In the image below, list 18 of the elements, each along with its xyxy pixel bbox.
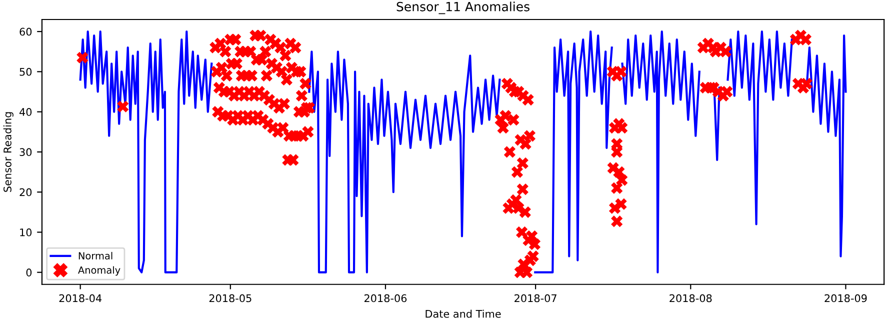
- y-tick-label: 60: [20, 28, 32, 36]
- legend-label: Anomaly: [78, 266, 120, 276]
- x-tick-label: 2018-04: [59, 294, 102, 302]
- x-tick-label: 2018-05: [209, 294, 252, 302]
- y-tick-label: 10: [20, 228, 32, 236]
- x-tick-label: 2018-08: [670, 294, 712, 302]
- x-axis-title: Date and Time: [426, 310, 501, 318]
- y-tick-label: 50: [20, 68, 32, 76]
- y-tick-label: 30: [20, 148, 32, 156]
- legend-label: Normal: [78, 252, 112, 260]
- x-tick-label: 2018-06: [364, 294, 407, 302]
- y-tick-label: 20: [20, 188, 32, 196]
- x-tick-label: 2018-07: [514, 294, 556, 302]
- y-tick-label: 40: [20, 108, 32, 116]
- chart-title: Sensor_11 Anomalies: [396, 2, 530, 14]
- x-tick-label: 2018-09: [824, 294, 867, 302]
- y-axis-title: Sensor Reading: [3, 112, 14, 192]
- y-tick-label: 0: [26, 268, 32, 276]
